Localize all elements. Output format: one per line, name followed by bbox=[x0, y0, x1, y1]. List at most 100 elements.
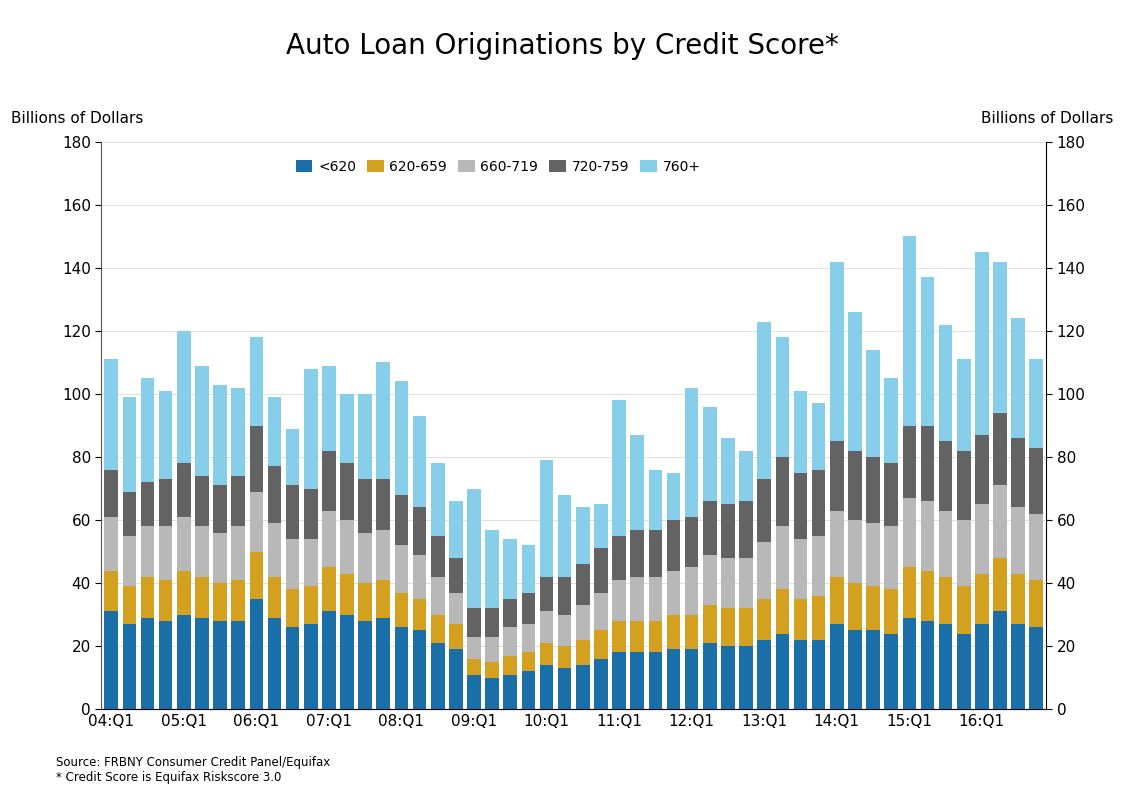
Bar bbox=[359, 394, 372, 479]
Bar bbox=[250, 337, 263, 426]
Bar bbox=[884, 589, 898, 634]
Bar bbox=[467, 637, 480, 659]
Bar bbox=[848, 630, 862, 709]
Bar bbox=[1011, 507, 1025, 574]
Bar bbox=[449, 501, 462, 558]
Bar bbox=[214, 621, 227, 709]
Bar bbox=[105, 470, 118, 517]
Bar bbox=[703, 555, 717, 605]
Bar bbox=[594, 548, 608, 593]
Bar bbox=[214, 485, 227, 533]
Bar bbox=[540, 643, 554, 665]
Bar bbox=[395, 593, 408, 627]
Bar bbox=[975, 624, 989, 709]
Bar bbox=[793, 640, 808, 709]
Bar bbox=[866, 630, 880, 709]
Bar bbox=[1029, 448, 1043, 514]
Bar bbox=[685, 649, 699, 709]
Bar bbox=[1029, 580, 1043, 627]
Bar bbox=[268, 577, 281, 618]
Legend: <620, 620-659, 660-719, 720-759, 760+: <620, 620-659, 660-719, 720-759, 760+ bbox=[290, 154, 706, 180]
Bar bbox=[485, 662, 498, 678]
Bar bbox=[703, 605, 717, 643]
Bar bbox=[1011, 438, 1025, 507]
Bar bbox=[775, 634, 789, 709]
Bar bbox=[214, 583, 227, 621]
Bar bbox=[848, 451, 862, 520]
Bar bbox=[141, 618, 154, 709]
Bar bbox=[377, 580, 390, 618]
Bar bbox=[359, 583, 372, 621]
Bar bbox=[359, 479, 372, 533]
Bar bbox=[540, 665, 554, 709]
Bar bbox=[250, 552, 263, 599]
Bar bbox=[721, 504, 735, 558]
Text: Source: FRBNY Consumer Credit Panel/Equifax
* Credit Score is Equifax Riskscore : Source: FRBNY Consumer Credit Panel/Equi… bbox=[56, 756, 331, 784]
Text: Auto Loan Originations by Credit Score*: Auto Loan Originations by Credit Score* bbox=[286, 32, 839, 60]
Bar bbox=[957, 586, 971, 634]
Bar bbox=[812, 403, 826, 470]
Bar bbox=[957, 520, 971, 586]
Bar bbox=[721, 558, 735, 608]
Bar bbox=[848, 583, 862, 630]
Bar bbox=[105, 359, 118, 470]
Bar bbox=[159, 580, 172, 621]
Bar bbox=[304, 489, 317, 539]
Bar bbox=[250, 599, 263, 709]
Bar bbox=[848, 520, 862, 583]
Bar bbox=[286, 589, 299, 627]
Bar bbox=[975, 252, 989, 435]
Bar bbox=[793, 473, 808, 539]
Bar bbox=[667, 473, 681, 520]
Bar bbox=[739, 608, 753, 646]
Bar bbox=[232, 526, 245, 580]
Bar bbox=[377, 362, 390, 479]
Bar bbox=[268, 397, 281, 466]
Bar bbox=[322, 366, 335, 451]
Bar bbox=[866, 457, 880, 523]
Bar bbox=[177, 517, 190, 571]
Bar bbox=[522, 624, 536, 652]
Bar bbox=[141, 482, 154, 526]
Bar bbox=[703, 407, 717, 501]
Bar bbox=[123, 536, 136, 586]
Bar bbox=[449, 593, 462, 624]
Bar bbox=[232, 621, 245, 709]
Bar bbox=[340, 615, 354, 709]
Bar bbox=[902, 236, 916, 426]
Bar bbox=[739, 646, 753, 709]
Bar bbox=[177, 615, 190, 709]
Bar bbox=[395, 495, 408, 545]
Bar bbox=[757, 640, 771, 709]
Bar bbox=[105, 571, 118, 611]
Bar bbox=[612, 400, 626, 536]
Bar bbox=[757, 322, 771, 479]
Bar bbox=[377, 479, 390, 530]
Bar bbox=[630, 577, 644, 621]
Bar bbox=[123, 397, 136, 492]
Bar bbox=[649, 577, 663, 621]
Bar bbox=[232, 476, 245, 526]
Bar bbox=[649, 652, 663, 709]
Bar bbox=[304, 539, 317, 586]
Bar bbox=[594, 659, 608, 709]
Bar bbox=[377, 618, 390, 709]
Bar bbox=[775, 457, 789, 526]
Bar bbox=[340, 394, 354, 463]
Bar bbox=[993, 611, 1007, 709]
Bar bbox=[938, 577, 953, 624]
Bar bbox=[232, 580, 245, 621]
Bar bbox=[123, 492, 136, 536]
Bar bbox=[1029, 359, 1043, 448]
Bar bbox=[431, 615, 444, 643]
Bar bbox=[938, 441, 953, 511]
Bar bbox=[286, 539, 299, 589]
Bar bbox=[957, 634, 971, 709]
Bar bbox=[304, 369, 317, 489]
Bar bbox=[286, 627, 299, 709]
Bar bbox=[830, 577, 844, 624]
Bar bbox=[250, 492, 263, 552]
Bar bbox=[177, 463, 190, 517]
Bar bbox=[413, 599, 426, 630]
Bar bbox=[594, 504, 608, 548]
